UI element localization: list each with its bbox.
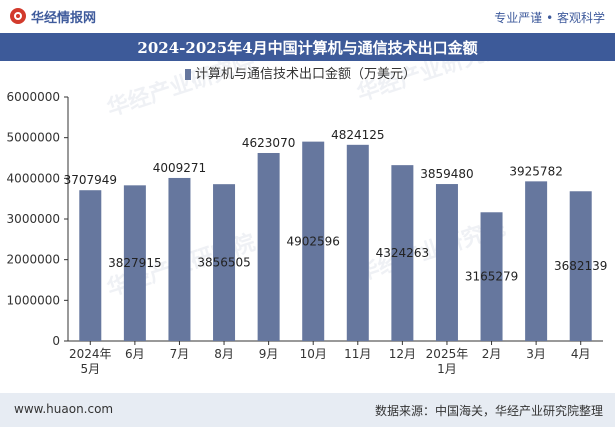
y-tick-label: 6000000 — [7, 90, 60, 104]
bar — [525, 181, 548, 341]
y-tick-label: 1000000 — [7, 293, 60, 307]
bar — [257, 152, 280, 341]
bar — [302, 141, 325, 341]
data-label: 4009271 — [153, 161, 206, 175]
legend-label: 计算机与通信技术出口金额（万美元） — [195, 66, 416, 82]
data-label: 4824125 — [331, 128, 384, 142]
x-tick-label: 4月 — [571, 347, 591, 361]
chart-area: 华经产业研究院华经产业研究院华经产业研究院华经产业研究院计算机与通信技术出口金额… — [0, 34, 615, 391]
slogan: 专业严谨 • 客观科学 — [494, 11, 605, 25]
data-label: 3165279 — [465, 270, 518, 284]
x-tick-label: 11月 — [344, 347, 371, 361]
x-tick-label: 2024年 5月 — [69, 347, 112, 376]
x-tick-label: 7月 — [170, 347, 190, 361]
bar — [168, 177, 191, 341]
bar — [435, 184, 458, 341]
y-tick-label: 3000000 — [7, 212, 60, 226]
brand[interactable]: 华经情报网 — [10, 7, 97, 26]
y-tick-label: 2000000 — [7, 253, 60, 267]
data-label: 3856505 — [197, 256, 250, 270]
top-bar: 华经情报网 专业严谨 • 客观科学 — [0, 0, 615, 32]
chart-title: 2024-2025年4月中国计算机与通信技术出口金额 — [0, 33, 615, 61]
legend-swatch — [185, 69, 191, 80]
data-label: 3827915 — [108, 256, 161, 270]
data-label: 3859480 — [420, 167, 473, 181]
bar-chart: 华经产业研究院华经产业研究院华经产业研究院华经产业研究院计算机与通信技术出口金额… — [7, 34, 608, 376]
x-tick-label: 8月 — [214, 347, 234, 361]
data-source: 数据来源：中国海关，华经产业研究院整理 — [374, 404, 603, 418]
footer: www.huaon.com 数据来源：中国海关，华经产业研究院整理 — [0, 393, 615, 427]
bar — [346, 144, 369, 341]
y-tick-label: 5000000 — [7, 131, 60, 145]
x-tick-label: 6月 — [125, 347, 145, 361]
bar — [480, 212, 503, 341]
data-label: 3682139 — [554, 259, 607, 273]
data-label: 3707949 — [64, 173, 117, 187]
bar — [391, 165, 414, 341]
website-link[interactable]: www.huaon.com — [14, 402, 114, 416]
y-tick-label: 0 — [52, 334, 60, 348]
data-label: 4324263 — [376, 246, 429, 260]
y-tick-label: 4000000 — [7, 171, 60, 185]
bar — [569, 191, 592, 341]
legend: 计算机与通信技术出口金额（万美元） — [185, 66, 416, 82]
brand-name: 华经情报网 — [31, 10, 97, 26]
x-tick-label: 12月 — [389, 347, 416, 361]
bar — [123, 185, 146, 341]
bar — [79, 190, 102, 341]
x-tick-label: 10月 — [300, 347, 327, 361]
x-tick-label: 2月 — [482, 347, 502, 361]
x-tick-label: 2025年 1月 — [426, 347, 469, 376]
bar — [213, 184, 236, 341]
data-label: 4623070 — [242, 136, 295, 150]
logo-icon — [10, 8, 26, 24]
data-label: 4902596 — [286, 234, 339, 248]
data-label: 3925782 — [509, 164, 562, 178]
x-tick-label: 9月 — [259, 347, 279, 361]
x-tick-label: 3月 — [526, 347, 546, 361]
